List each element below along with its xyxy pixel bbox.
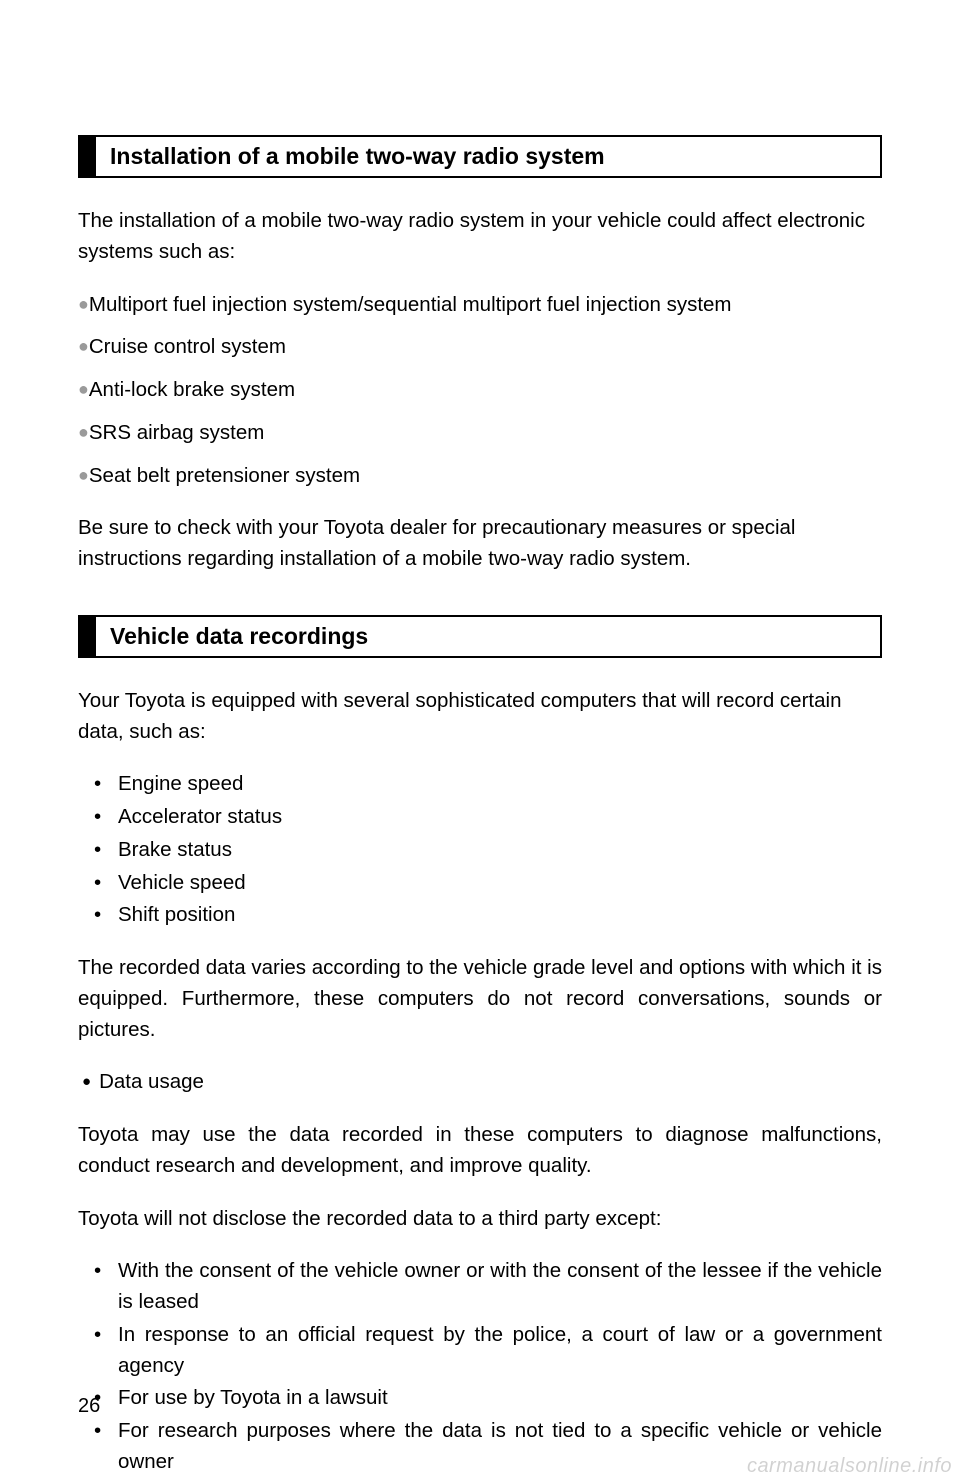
list-item: Engine speed [94, 769, 882, 800]
section2-varies: The recorded data varies according to th… [78, 953, 882, 1045]
section1-outro: Be sure to check with your Toyota dealer… [78, 513, 882, 575]
list-item: For use by Toyota in a lawsuit [94, 1383, 882, 1414]
list-item: Vehicle speed [94, 868, 882, 899]
list-item: Accelerator status [94, 802, 882, 833]
list-item: Shift position [94, 900, 882, 931]
section2-usage1: Toyota may use the data recorded in thes… [78, 1120, 882, 1182]
section1-header: Installation of a mobile two-way radio s… [78, 135, 882, 178]
section2-usage2: Toyota will not disclose the recorded da… [78, 1204, 882, 1235]
section2-data-list: Engine speed Accelerator status Brake st… [94, 769, 882, 931]
page-number: 26 [78, 1395, 100, 1418]
section2-intro: Your Toyota is equipped with several sop… [78, 686, 882, 748]
list-item: In response to an official request by th… [94, 1320, 882, 1382]
list-item: SRS airbag system [78, 418, 882, 449]
list-item: Seat belt pretensioner system [78, 461, 882, 492]
section2-except-list: With the consent of the vehicle owner or… [94, 1256, 882, 1477]
list-item: Anti-lock brake system [78, 375, 882, 406]
section2-subhead: Data usage [78, 1067, 882, 1098]
list-item: Multiport fuel injection system/sequenti… [78, 290, 882, 321]
page-content: Installation of a mobile two-way radio s… [0, 0, 960, 1478]
list-item: With the consent of the vehicle owner or… [94, 1256, 882, 1318]
list-item: Cruise control system [78, 332, 882, 363]
list-item: Brake status [94, 835, 882, 866]
section1-intro: The installation of a mobile two-way rad… [78, 206, 882, 268]
section2-header: Vehicle data recordings [78, 615, 882, 658]
watermark-text: carmanualsonline.info [747, 1455, 952, 1478]
section1-list: Multiport fuel injection system/sequenti… [78, 290, 882, 492]
